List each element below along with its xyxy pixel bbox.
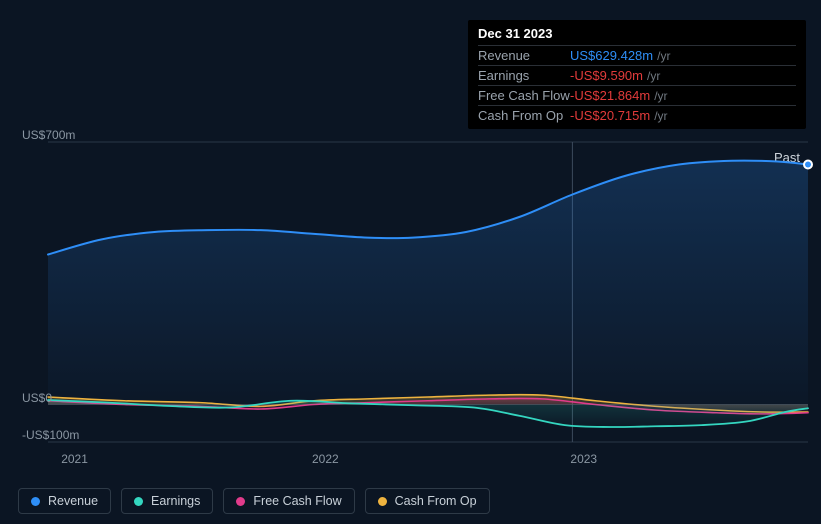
x-axis-tick-label: 2022	[312, 452, 339, 466]
x-axis-tick-label: 2023	[570, 452, 597, 466]
chart-plot-svg	[48, 142, 808, 442]
legend-item-free-cash-flow[interactable]: Free Cash Flow	[223, 488, 354, 514]
tooltip-row: Free Cash Flow-US$21.864m/yr	[478, 85, 796, 105]
tooltip-metric-label: Free Cash Flow	[478, 88, 570, 103]
legend-swatch	[236, 497, 245, 506]
legend-swatch	[134, 497, 143, 506]
tooltip-metric-unit: /yr	[647, 69, 660, 83]
tooltip-metric-unit: /yr	[654, 109, 667, 123]
tooltip-row: RevenueUS$629.428m/yr	[478, 45, 796, 65]
x-axis-tick-label: 2021	[61, 452, 88, 466]
legend-label: Cash From Op	[395, 494, 477, 508]
tooltip-date: Dec 31 2023	[478, 26, 796, 41]
legend-swatch	[378, 497, 387, 506]
tooltip-metric-value: -US$20.715m	[570, 108, 650, 123]
legend-label: Free Cash Flow	[253, 494, 341, 508]
tooltip-row: Earnings-US$9.590m/yr	[478, 65, 796, 85]
legend-label: Revenue	[48, 494, 98, 508]
legend-swatch	[31, 497, 40, 506]
tooltip-metric-unit: /yr	[657, 49, 670, 63]
y-axis-tick-label: US$0	[22, 391, 52, 405]
tooltip-metric-label: Earnings	[478, 68, 570, 83]
legend-item-earnings[interactable]: Earnings	[121, 488, 213, 514]
chart-legend: Revenue Earnings Free Cash Flow Cash From O…	[18, 488, 490, 514]
legend-label: Earnings	[151, 494, 200, 508]
tooltip-row: Cash From Op-US$20.715m/yr	[478, 105, 796, 125]
y-axis-tick-label: US$700m	[22, 128, 75, 142]
tooltip-metric-value: US$629.428m	[570, 48, 653, 63]
legend-item-revenue[interactable]: Revenue	[18, 488, 111, 514]
chart-tooltip: Dec 31 2023 RevenueUS$629.428m/yrEarning…	[468, 20, 806, 129]
tooltip-metric-unit: /yr	[654, 89, 667, 103]
tooltip-metric-label: Cash From Op	[478, 108, 570, 123]
earnings-revenue-chart: Past US$700mUS$0-US$100m202120222023	[18, 120, 808, 445]
tooltip-metric-value: -US$21.864m	[570, 88, 650, 103]
tooltip-metric-value: -US$9.590m	[570, 68, 643, 83]
legend-item-cash-from-op[interactable]: Cash From Op	[365, 488, 490, 514]
y-axis-tick-label: -US$100m	[22, 428, 79, 442]
tooltip-metric-label: Revenue	[478, 48, 570, 63]
